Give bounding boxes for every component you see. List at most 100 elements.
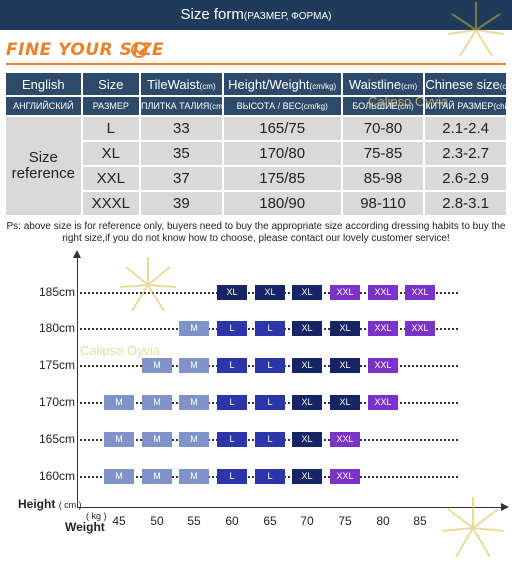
height-tick-label: 180cm [38, 321, 75, 335]
height-tick-label: 170cm [38, 395, 75, 409]
table-cell-waist: 37 [141, 167, 222, 190]
title-banner: Size form(РАЗМЕР, ФОРМА) [0, 0, 512, 30]
weight-axis [77, 507, 505, 508]
size-cell-l: L [217, 432, 247, 447]
size-cell-l: L [217, 469, 247, 484]
weight-axis-arrow [501, 503, 509, 511]
banner-subtitle: (РАЗМЕР, ФОРМА) [243, 11, 332, 22]
size-cell-l: L [255, 321, 285, 336]
size-cell-m: M [179, 469, 209, 484]
size-cell-m: M [142, 395, 172, 410]
weight-unit-text: ( kg ) [86, 511, 107, 521]
size-cell-m: M [104, 432, 134, 447]
size-cell-xxl: XXL [368, 321, 398, 336]
header-unit: (cm) [199, 81, 216, 91]
height-axis-label: Height ( cm ) [18, 497, 82, 511]
header-cell-ru: БОЛЬШИЕ(cm) [342, 97, 424, 115]
table-row: Size reference L 33 165/75 70-80 2.1-2.4 [6, 117, 506, 215]
header-cell-en: Size [82, 73, 140, 95]
header-text: Size [98, 76, 124, 92]
size-cell-l: L [255, 469, 285, 484]
table-cell-waist: 39 [141, 192, 222, 215]
size-reference-label: Size reference [6, 117, 81, 215]
table-cell-chinese: 2.6-2.9 [425, 167, 506, 190]
size-cell-l: L [217, 321, 247, 336]
weight-label-text: Weight [65, 520, 105, 534]
size-cell-m: M [179, 321, 209, 336]
height-axis [77, 255, 78, 507]
size-cell-xl: XL [330, 395, 360, 410]
weight-axis-label: Weight [65, 520, 105, 534]
fine-your-size-heading: FINE YOUR SIZE [6, 40, 165, 60]
banner-title: Size form [180, 6, 244, 23]
header-unit: (chi) [499, 81, 506, 91]
header-cell-en: Height/Weight(cm/kg) [223, 73, 341, 95]
table-row: XL 35 170/80 75-85 2.3-2.7 [6, 142, 506, 165]
weight-tick-label: 75 [338, 514, 352, 528]
header-cell-en: Chinese size(chi) [425, 73, 506, 95]
table-cell-hw: 165/75 [223, 117, 341, 140]
header-cell-en: Waistline(cm) [342, 73, 424, 95]
table-cell-hw: 175/85 [223, 167, 341, 190]
flower-watermark-icon [447, 2, 505, 57]
header-row-english: English Size TileWaist(cm) Height/Weight(cm… [6, 73, 506, 95]
weight-tick-label: 70 [300, 514, 314, 528]
weight-tick-label: 55 [187, 514, 201, 528]
height-unit-text: ( cm ) [58, 500, 82, 510]
size-cell-xxl: XXL [368, 358, 398, 373]
header-unit: (cm/kg) [301, 102, 328, 111]
size-cell-xxl: XXL [405, 321, 435, 336]
size-cell-xxl: XXL [330, 432, 360, 447]
header-cell-ru: РАЗМЕР [82, 97, 140, 115]
size-table: English Size TileWaist(cm) Height/Weight(cm… [4, 71, 508, 217]
reference-note: Ps: above size is for reference only, bu… [6, 221, 506, 244]
header-text: БОЛЬШИЕ [352, 101, 398, 111]
table-cell-hw: 170/80 [223, 142, 341, 165]
table-row: XXXL 39 180/90 98-110 2.8-3.1 [6, 192, 506, 215]
size-cell-xl: XL [292, 358, 322, 373]
size-cell-m: M [179, 395, 209, 410]
size-cell-xl: XL [330, 321, 360, 336]
table-cell-chinese: 2.1-2.4 [425, 117, 506, 140]
size-cell-xxl: XXL [368, 285, 398, 300]
table-cell-size: XXXL [82, 192, 140, 215]
header-cell-en: TileWaist(cm) [141, 73, 222, 95]
height-axis-arrow [73, 250, 81, 258]
heading-divider [6, 63, 506, 65]
weight-tick-label: 85 [413, 514, 427, 528]
height-label-text: Height [18, 497, 56, 511]
table-cell-chinese: 2.8-3.1 [425, 192, 506, 215]
header-text: КИТАЙ РАЗМЕР [425, 101, 494, 111]
height-tick-label: 185cm [38, 285, 75, 299]
chevron-down-icon [131, 42, 147, 58]
size-cell-m: M [179, 432, 209, 447]
header-cell-ru: КИТАЙ РАЗМЕР(chi) [425, 97, 506, 115]
size-cell-xxl: XXL [330, 285, 360, 300]
height-tick-label: 175cm [38, 358, 75, 372]
weight-tick-label: 60 [225, 514, 239, 528]
watermark-text: Calipso Oyvia [368, 94, 449, 109]
size-cell-l: L [255, 432, 285, 447]
size-cell-xl: XL [217, 285, 247, 300]
table-row: XXL 37 175/85 85-98 2.6-2.9 [6, 167, 506, 190]
size-cell-xl: XL [292, 321, 322, 336]
size-cell-m: M [104, 395, 134, 410]
size-cell-xl: XL [292, 285, 322, 300]
header-unit: (cm) [401, 81, 418, 91]
header-text: ПЛИТКА ТАЛИЯ [141, 101, 210, 111]
size-cell-m: M [142, 432, 172, 447]
header-cell-ru: ПЛИТКА ТАЛИЯ(cm) [141, 97, 222, 115]
size-cell-xxl: XXL [405, 285, 435, 300]
size-cell-xxl: XXL [330, 469, 360, 484]
header-cell-ru: ВЫСОТА / ВЕС(cm/kg) [223, 97, 341, 115]
table-cell-size: XXL [82, 167, 140, 190]
watermark-text-2: Calipso Oyvia [80, 343, 161, 358]
header-unit: (chi) [493, 102, 506, 111]
header-text: Waistline [348, 76, 402, 92]
table-cell-waistline: 98-110 [342, 192, 424, 215]
flower-watermark-icon-2 [119, 257, 177, 312]
header-text: Height/Weight [228, 76, 310, 92]
table-cell-waistline: 75-85 [342, 142, 424, 165]
size-cell-xl: XL [292, 432, 322, 447]
header-unit: (cm) [397, 102, 414, 111]
